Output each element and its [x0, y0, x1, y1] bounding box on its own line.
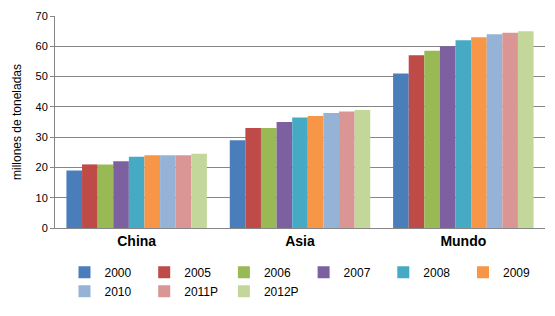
svg-text:2009: 2009 [503, 266, 530, 280]
svg-text:70: 70 [36, 10, 48, 22]
svg-text:2012P: 2012P [264, 285, 299, 299]
svg-text:2007: 2007 [344, 266, 371, 280]
svg-text:2008: 2008 [423, 266, 450, 280]
svg-text:2000: 2000 [105, 266, 132, 280]
svg-text:40: 40 [36, 101, 48, 113]
svg-text:30: 30 [36, 131, 48, 143]
svg-text:Mundo: Mundo [440, 233, 486, 249]
svg-text:2010: 2010 [105, 285, 132, 299]
svg-text:20: 20 [36, 161, 48, 173]
svg-text:60: 60 [36, 40, 48, 52]
svg-text:10: 10 [36, 192, 48, 204]
svg-text:2011P: 2011P [184, 285, 218, 299]
svg-text:0: 0 [42, 222, 48, 234]
svg-text:China: China [117, 233, 156, 249]
svg-text:2006: 2006 [264, 266, 291, 280]
svg-text:50: 50 [36, 70, 48, 82]
svg-text:Asia: Asia [285, 233, 315, 249]
svg-text:millones de toneladas: millones de toneladas [10, 64, 24, 180]
svg-text:2005: 2005 [184, 266, 211, 280]
